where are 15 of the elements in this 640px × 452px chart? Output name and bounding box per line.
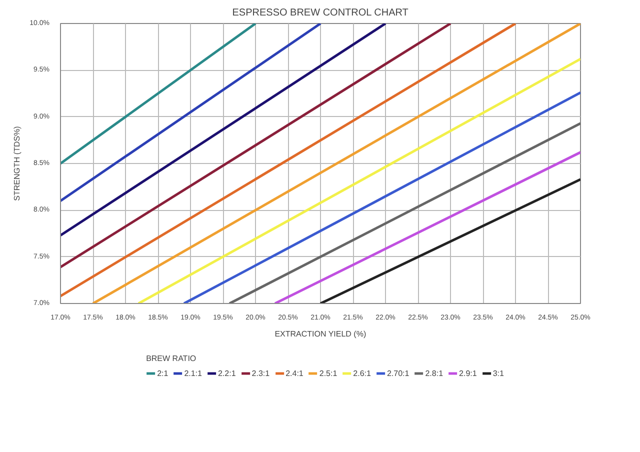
legend-label: 2.6:1	[353, 368, 371, 378]
legend-title: BREW RATIO	[146, 354, 198, 363]
legend-label: 2.5:1	[319, 368, 338, 378]
legend-label: 2.8:1	[425, 368, 444, 378]
x-axis-title: EXTRACTION YIELD (%)	[274, 330, 366, 338]
chart-title: ESPRESSO BREW CONTROL CHART	[232, 8, 408, 18]
legend-label: 3:1	[492, 368, 504, 378]
legend-label: 2.3:1	[252, 368, 270, 378]
legend-label: 2:1	[157, 368, 168, 378]
legend-label: 2.1:1	[184, 368, 202, 378]
legend-label: 2.4:1	[286, 368, 304, 378]
legend-label: 2.70:1	[386, 368, 410, 378]
y-axis-title: STRENGTH (TDS%)	[12, 126, 22, 201]
legend-label: 2.2:1	[218, 368, 236, 378]
legend-label: 2.9:1	[459, 368, 477, 378]
